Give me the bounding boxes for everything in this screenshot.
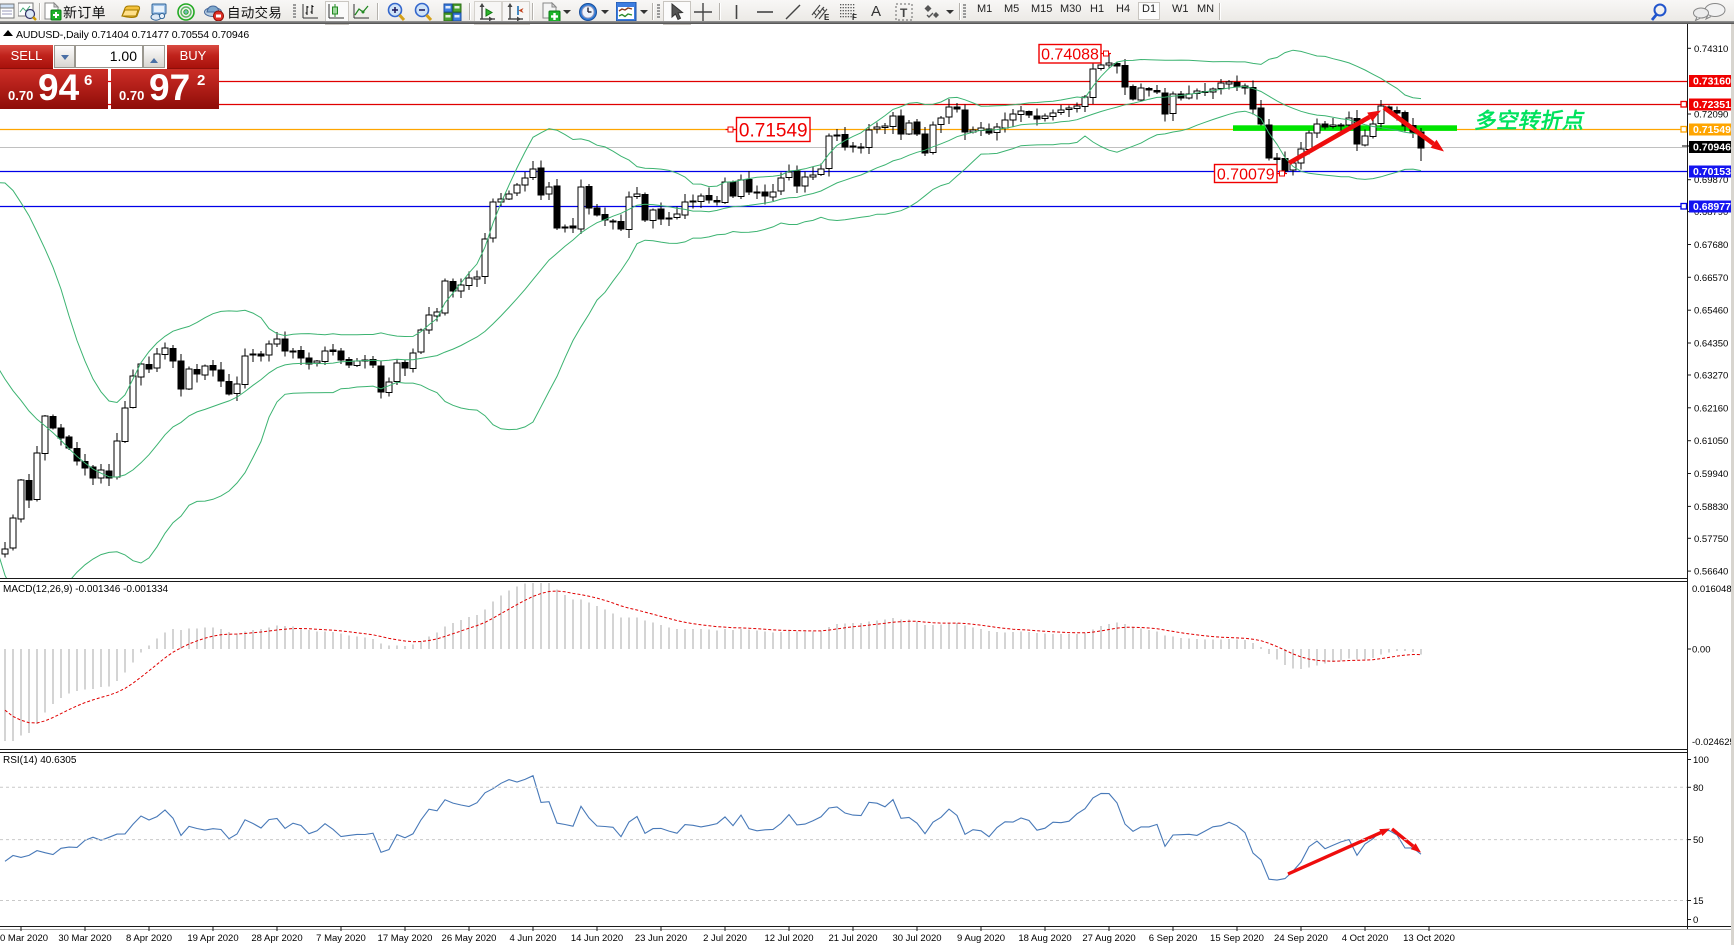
svg-text:0.64350: 0.64350 [1694,339,1728,350]
svg-text:MACD(12,26,9) -0.001346 -0.001: MACD(12,26,9) -0.001346 -0.001334 [3,584,169,595]
svg-text:0.63270: 0.63270 [1694,371,1728,382]
svg-text:0.71549: 0.71549 [739,120,808,141]
svg-text:F: F [852,13,857,22]
svg-text:0.58830: 0.58830 [1694,502,1728,513]
svg-text:0.62160: 0.62160 [1694,403,1728,414]
svg-text:0.70946: 0.70946 [1693,142,1731,154]
svg-text:0.69870: 0.69870 [1694,175,1728,186]
svg-text:0.00: 0.00 [1692,645,1711,656]
svg-text:80: 80 [1693,783,1704,794]
svg-text:0.016048: 0.016048 [1692,584,1732,595]
svg-text:14 Jun 2020: 14 Jun 2020 [571,933,623,944]
svg-text:6 Sep 2020: 6 Sep 2020 [1149,933,1198,944]
svg-text:0.68790: 0.68790 [1694,207,1728,218]
svg-text:E: E [824,13,830,22]
svg-text:26 May 2020: 26 May 2020 [442,933,497,944]
svg-text:0.70079: 0.70079 [1217,166,1275,183]
svg-text:27 Aug 2020: 27 Aug 2020 [1082,933,1135,944]
svg-text:4 Jun 2020: 4 Jun 2020 [509,933,556,944]
svg-text:0: 0 [1693,915,1698,926]
svg-text:28 Apr 2020: 28 Apr 2020 [251,933,302,944]
svg-text:0.56640: 0.56640 [1694,567,1728,578]
svg-text:21 Jul 2020: 21 Jul 2020 [828,933,877,944]
svg-text:2 Jul 2020: 2 Jul 2020 [703,933,747,944]
svg-text:0.74310: 0.74310 [1694,44,1728,55]
svg-text:13 Oct 2020: 13 Oct 2020 [1403,933,1455,944]
svg-text:-0.024625: -0.024625 [1692,737,1734,748]
svg-text:0.70153: 0.70153 [1693,166,1731,178]
svg-text:100: 100 [1693,755,1709,766]
svg-text:0.73160: 0.73160 [1693,76,1731,88]
svg-text:0.66570: 0.66570 [1694,273,1728,284]
svg-text:24 Sep 2020: 24 Sep 2020 [1274,933,1328,944]
svg-text:0.57750: 0.57750 [1694,534,1728,545]
svg-text:19 Apr 2020: 19 Apr 2020 [187,933,238,944]
svg-text:0.59940: 0.59940 [1694,469,1728,480]
svg-text:15 Sep 2020: 15 Sep 2020 [1210,933,1264,944]
svg-text:12 Jul 2020: 12 Jul 2020 [764,933,813,944]
svg-text:23 Jun 2020: 23 Jun 2020 [635,933,687,944]
svg-text:30 Jul 2020: 30 Jul 2020 [892,933,941,944]
svg-text:18 Aug 2020: 18 Aug 2020 [1018,933,1071,944]
svg-text:RSI(14) 40.6305: RSI(14) 40.6305 [3,755,77,766]
svg-text:T: T [900,6,908,20]
svg-text:AUDUSD-,Daily 0.71404 0.71477: AUDUSD-,Daily 0.71404 0.71477 0.70554 0.… [16,29,249,41]
svg-text:0.67680: 0.67680 [1694,240,1728,251]
svg-text:4 Oct 2020: 4 Oct 2020 [1342,933,1388,944]
svg-text:9 Aug 2020: 9 Aug 2020 [957,933,1005,944]
svg-text:0.65460: 0.65460 [1694,306,1728,317]
svg-text:50: 50 [1693,835,1704,846]
svg-text:7 May 2020: 7 May 2020 [316,933,366,944]
svg-text:8 Apr 2020: 8 Apr 2020 [126,933,172,944]
svg-text:0.71549: 0.71549 [1693,124,1731,136]
svg-text:0.72351: 0.72351 [1693,99,1731,111]
svg-text:0.74088: 0.74088 [1041,47,1099,64]
svg-text:0.68977: 0.68977 [1693,201,1731,213]
svg-text:17 May 2020: 17 May 2020 [378,933,433,944]
svg-text:15: 15 [1693,896,1704,907]
svg-text:0 Mar 2020: 0 Mar 2020 [0,933,48,944]
svg-text:30 Mar 2020: 30 Mar 2020 [58,933,111,944]
svg-text:0.61050: 0.61050 [1694,436,1728,447]
svg-text:0.72090: 0.72090 [1694,110,1728,121]
